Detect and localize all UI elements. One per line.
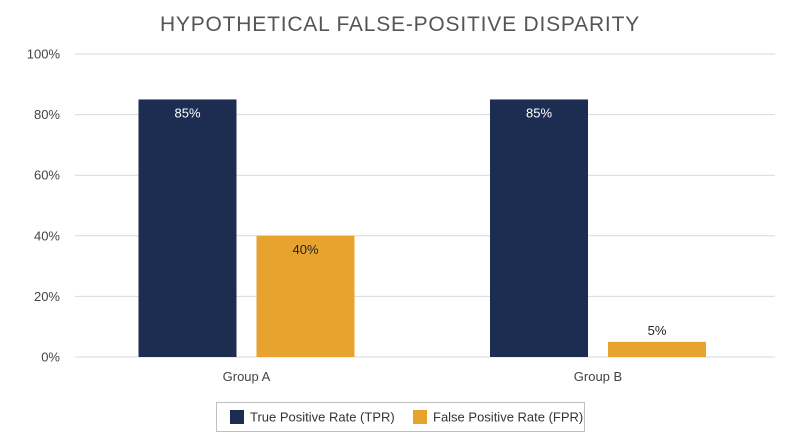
x-category-label: Group A	[223, 369, 271, 384]
bar	[138, 99, 237, 357]
x-axis-categories: Group A Group B	[223, 369, 623, 384]
legend: True Positive Rate (TPR) False Positive R…	[216, 402, 585, 432]
y-tick-label: 100%	[27, 47, 61, 62]
x-category-label: Group B	[574, 369, 622, 384]
legend-label: False Positive Rate (FPR)	[433, 410, 583, 425]
bar	[490, 99, 588, 357]
y-tick-label: 20%	[34, 289, 60, 304]
data-label: 5%	[648, 323, 667, 338]
chart-title: HYPOTHETICAL FALSE-POSITIVE DISPARITY	[160, 13, 640, 36]
data-label: 40%	[292, 242, 318, 257]
y-tick-label: 0%	[41, 350, 60, 365]
data-label: 85%	[526, 105, 552, 120]
y-tick-label: 40%	[34, 228, 60, 243]
legend-swatch	[230, 410, 244, 424]
bar	[608, 341, 706, 357]
legend-label: True Positive Rate (TPR)	[250, 410, 395, 425]
y-tick-label: 80%	[34, 107, 60, 122]
y-axis-ticks: 0% 20% 40% 60% 80% 100%	[27, 47, 61, 365]
data-label: 85%	[174, 105, 200, 120]
legend-swatch	[413, 410, 427, 424]
bars: 85% 40% 85% 5%	[138, 99, 706, 357]
bar	[256, 235, 355, 357]
y-tick-label: 60%	[34, 168, 60, 183]
legend-box	[216, 402, 585, 432]
